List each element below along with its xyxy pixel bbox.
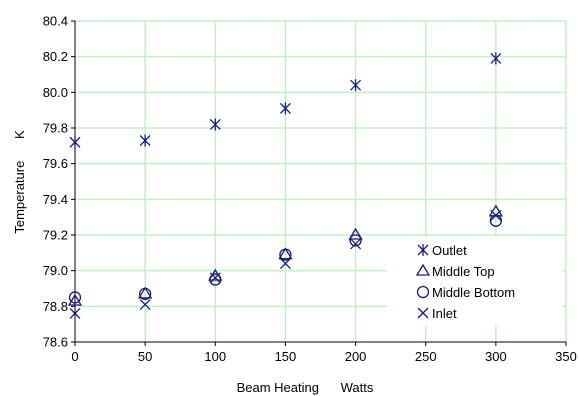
legend-marker: [417, 307, 429, 319]
data-point: [67, 293, 83, 306]
legend-label: Inlet: [432, 306, 457, 321]
x-tick-label: 350: [555, 349, 577, 364]
y-tick-label: 79.2: [43, 228, 68, 243]
legend-label: Middle Bottom: [432, 285, 515, 300]
data-point: [69, 308, 81, 319]
y-tick-label: 78.6: [43, 335, 68, 350]
x-tick-label: 50: [138, 349, 152, 364]
x-axis-label: Beam Heating Watts: [237, 380, 374, 395]
legend-box: [387, 237, 562, 325]
y-tick-label: 78.8: [43, 299, 68, 314]
data-point: [139, 299, 151, 311]
x-tick-label: 0: [71, 349, 78, 364]
legend: Outlet Middle Top Middle Bottom Inlet: [387, 237, 562, 325]
data-point: [138, 287, 152, 301]
data-point: [490, 209, 502, 221]
data-point: [139, 134, 151, 147]
grid: [75, 20, 567, 342]
data-point: [279, 248, 292, 261]
data-point: [209, 273, 222, 286]
x-tick-label: 100: [204, 349, 226, 364]
y-tick-label: 80.4: [43, 14, 68, 29]
tick-labels: 0 50 100 150 200 250 300 350 78.6 78.8 79.0 79.2 79.…: [43, 14, 577, 365]
data-point: [209, 272, 221, 284]
data-point: [209, 118, 221, 131]
y-tick-label: 79.8: [43, 121, 68, 136]
data-point: [69, 136, 81, 149]
x-tick-label: 250: [415, 349, 437, 364]
legend-marker: [417, 244, 429, 256]
legend-label: Outlet: [432, 243, 467, 258]
data-point: [279, 258, 291, 269]
data-point: [350, 238, 362, 250]
legend-marker: [415, 263, 431, 276]
y-tick-label: 80.0: [43, 85, 68, 100]
data-point: [279, 102, 291, 115]
legend-label: Middle Top: [432, 264, 495, 279]
data-points: [67, 52, 504, 319]
data-point: [349, 234, 362, 247]
x-tick-label: 300: [485, 349, 507, 364]
y-tick-label: 79.0: [43, 263, 68, 278]
data-point: [278, 247, 293, 260]
legend-marker: [416, 285, 430, 299]
data-point: [490, 52, 502, 65]
data-point: [348, 227, 363, 240]
y-tick-label: 79.6: [43, 156, 68, 171]
axes: [71, 20, 567, 346]
data-point: [68, 291, 82, 304]
data-point: [350, 79, 362, 92]
y-tick-label: 80.2: [43, 49, 68, 64]
y-tick-label: 79.4: [43, 192, 68, 207]
x-tick-label: 150: [275, 349, 297, 364]
y-axis-label: Temperature K: [12, 130, 27, 234]
x-tick-label: 200: [345, 349, 367, 364]
data-point: [137, 286, 153, 299]
